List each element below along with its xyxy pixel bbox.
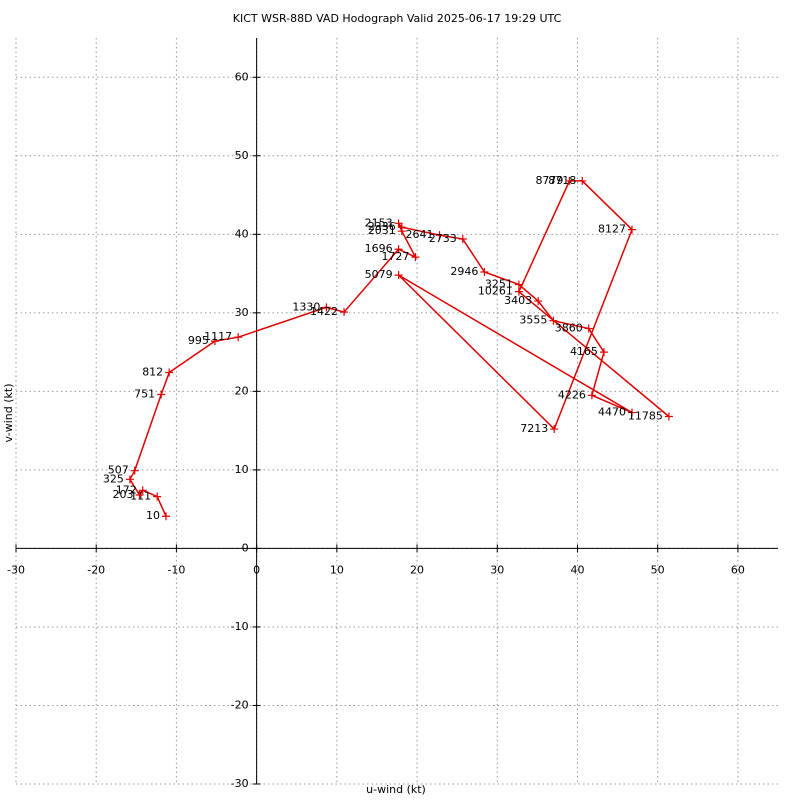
- point-marker: [550, 425, 559, 434]
- point-marker: [397, 223, 406, 232]
- height-label: 2336: [368, 220, 396, 233]
- height-label: 995: [188, 334, 209, 347]
- y-tick-label: 60: [235, 70, 249, 83]
- point-marker: [534, 297, 543, 306]
- point-marker: [125, 475, 134, 484]
- height-label: 8779: [535, 174, 563, 187]
- height-label: 172: [116, 483, 137, 496]
- height-label: 10261: [478, 285, 513, 298]
- y-tick-label: -20: [231, 698, 249, 711]
- point-marker: [340, 308, 349, 317]
- point-marker: [234, 333, 243, 342]
- point-marker: [165, 368, 174, 377]
- point-marker: [161, 512, 170, 521]
- height-label: 507: [108, 464, 129, 477]
- y-tick-label: -10: [231, 620, 249, 633]
- x-axis-label: u-wind (kt): [366, 783, 426, 796]
- y-tick-label: 10: [235, 463, 249, 476]
- height-label: 111: [130, 490, 151, 503]
- x-tick-label: -10: [167, 563, 185, 576]
- x-tick-label: 30: [490, 563, 504, 576]
- height-label: 11785: [628, 409, 663, 422]
- chart-title: KICT WSR-88D VAD Hodograph Valid 2025-06…: [233, 12, 562, 25]
- point-marker: [584, 324, 593, 333]
- height-label: 2641: [406, 228, 434, 241]
- x-tick-label: 50: [651, 563, 665, 576]
- y-tick-label: 50: [235, 149, 249, 162]
- height-label: 7213: [520, 422, 548, 435]
- height-label: 3555: [519, 314, 547, 327]
- point-marker: [587, 391, 596, 400]
- height-label: 1696: [365, 242, 393, 255]
- point-marker: [628, 225, 637, 234]
- height-label: 4470: [598, 406, 626, 419]
- height-label: 812: [142, 366, 163, 379]
- y-tick-label: 20: [235, 384, 249, 397]
- point-marker: [578, 176, 587, 185]
- point-marker: [157, 390, 166, 399]
- height-label: 4165: [570, 345, 598, 358]
- height-label: 325: [103, 472, 124, 485]
- height-label: 8127: [598, 223, 626, 236]
- height-label: 5079: [365, 268, 393, 281]
- point-marker: [549, 316, 558, 325]
- point-marker: [628, 408, 637, 417]
- height-label: 751: [134, 388, 155, 401]
- height-label: 10: [146, 509, 160, 522]
- height-label: 3403: [504, 294, 532, 307]
- height-label: 2946: [450, 265, 478, 278]
- height-label: 1117: [204, 330, 232, 343]
- x-tick-label: -20: [87, 563, 105, 576]
- height-label: 1727: [381, 250, 409, 263]
- y-tick-label: -30: [231, 777, 249, 790]
- hodograph-line: [129, 180, 670, 517]
- y-axis-label: v-wind (kt): [2, 384, 15, 443]
- x-tick-label: -30: [7, 563, 25, 576]
- y-tick-label: 30: [235, 306, 249, 319]
- height-label: 2031: [368, 224, 396, 237]
- height-label: 4226: [558, 388, 586, 401]
- point-marker: [565, 176, 574, 185]
- x-tick-label: 60: [731, 563, 745, 576]
- point-marker: [664, 412, 673, 421]
- x-tick-label: 20: [410, 563, 424, 576]
- point-marker: [130, 466, 139, 475]
- height-label: 3251: [485, 278, 513, 291]
- x-tick-label: 10: [330, 563, 344, 576]
- point-marker: [514, 280, 523, 289]
- point-marker: [394, 271, 403, 280]
- y-tick-label: 40: [235, 227, 249, 240]
- height-label: 3860: [555, 322, 583, 335]
- point-marker: [458, 235, 467, 244]
- point-marker: [153, 492, 162, 501]
- x-tick-label: 40: [570, 563, 584, 576]
- point-marker: [435, 231, 444, 240]
- point-marker: [411, 253, 420, 262]
- point-marker: [138, 486, 147, 495]
- point-marker: [480, 268, 489, 277]
- point-marker: [394, 245, 403, 254]
- height-label: 1422: [310, 305, 338, 318]
- point-marker: [514, 287, 523, 296]
- height-label: 2153: [365, 216, 393, 229]
- point-marker: [135, 491, 144, 500]
- height-label: 1330: [292, 300, 320, 313]
- point-marker: [322, 303, 331, 312]
- point-marker: [599, 348, 608, 357]
- height-label: 203: [113, 488, 134, 501]
- point-marker: [210, 337, 219, 346]
- height-label: 2733: [429, 232, 457, 245]
